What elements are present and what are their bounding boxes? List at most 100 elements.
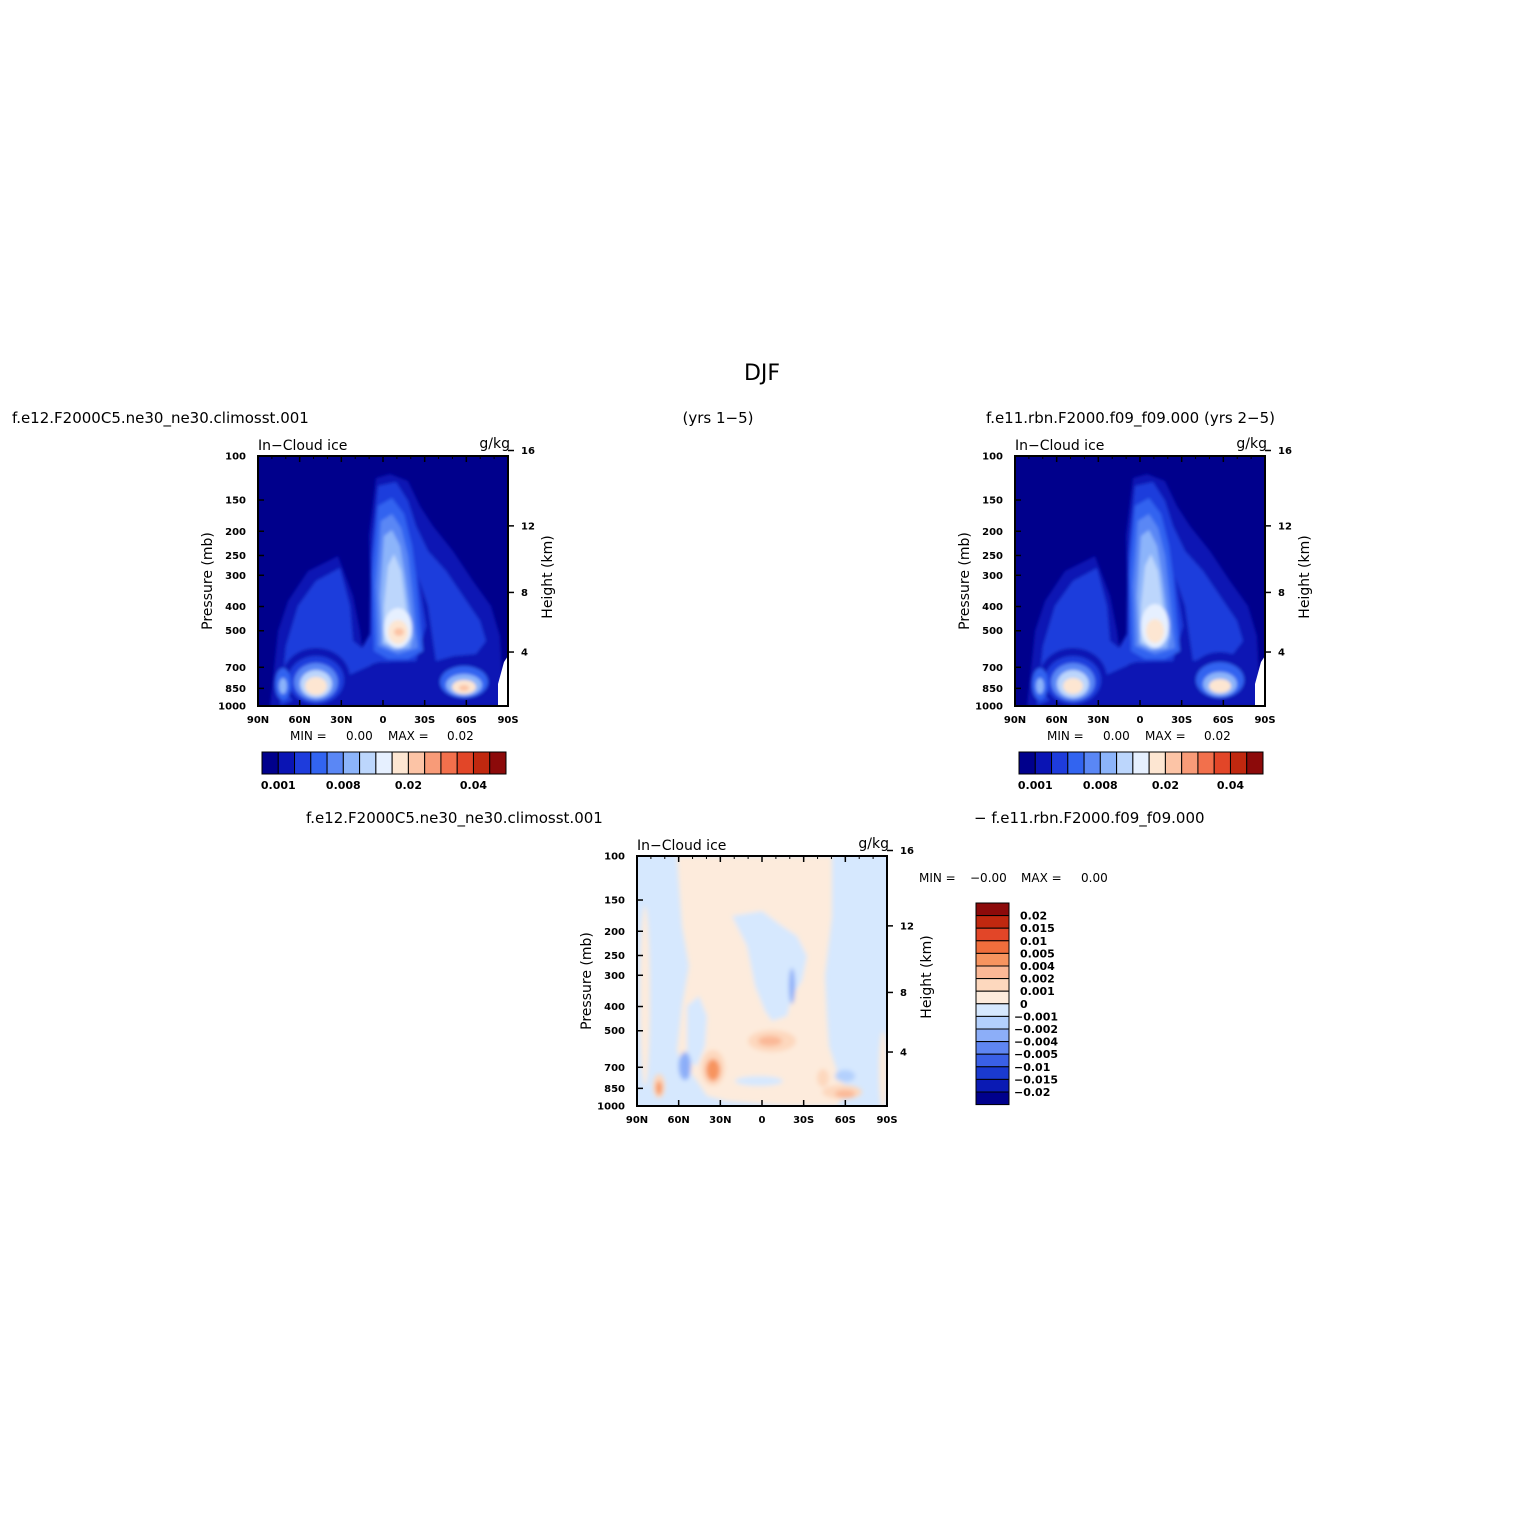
colorbar-box — [326, 751, 344, 775]
colorbar-box — [975, 1078, 1010, 1093]
y-tick-label: 200 — [982, 527, 1003, 538]
x-tick-label: 0 — [759, 1115, 766, 1126]
y-tick-label: 300 — [604, 971, 625, 982]
top-left-case-label: f.e12.F2000C5.ne30_ne30.climosst.001 — [12, 409, 309, 428]
bottom-right-case-label: − f.e11.rbn.F2000.f09_f09.000 — [974, 809, 1205, 828]
colorbar-label: 0.002 — [1020, 973, 1055, 986]
colorbar-box — [375, 751, 393, 775]
colorbar-label: 0.01 — [1020, 935, 1047, 948]
colorbar-box — [1116, 751, 1134, 775]
y-axis-title: Pressure (mb) — [957, 532, 973, 630]
polar-blob-l2 — [1036, 678, 1044, 694]
colorbar-box — [975, 902, 1010, 917]
x-tick-label: 30S — [793, 1115, 814, 1126]
negative-hole-2 — [687, 996, 707, 1066]
x-tick-label: 0 — [1137, 715, 1144, 726]
colorbar-box — [975, 940, 1010, 954]
axes-layer: 100 150 200 250 300 400 500 700 850 1000 16 12 8 4 90N… — [957, 436, 1313, 743]
colorbar-label: 0 — [1020, 998, 1028, 1011]
max-value: 0.02 — [1204, 729, 1231, 743]
y-right-tick-label: 4 — [900, 1048, 907, 1059]
y-tick-label: 300 — [225, 571, 246, 582]
y-tick-label: 300 — [982, 571, 1003, 582]
colorbar-box — [975, 1066, 1010, 1080]
colorbar-label: 0.005 — [1020, 947, 1055, 960]
min-label: MIN = — [1047, 729, 1084, 743]
x-tick-label: 30N — [330, 715, 352, 726]
colorbar-box — [456, 751, 474, 775]
colorbar-label: 0.001 — [261, 779, 296, 792]
bottom-left-case-label: f.e12.F2000C5.ne30_ne30.climosst.001 — [306, 809, 603, 828]
colorbar-box — [975, 1003, 1010, 1017]
x-tick-label: 60N — [1046, 715, 1068, 726]
y-tick-label: 850 — [604, 1084, 625, 1095]
y-right-tick-label: 8 — [900, 988, 907, 999]
colorbar-box — [472, 751, 491, 775]
y-right-tick-label: 12 — [521, 521, 535, 532]
y-right-axis-title: Height (km) — [919, 935, 935, 1018]
colorbar-box — [1051, 751, 1069, 775]
colorbar-box — [975, 990, 1010, 1005]
x-tick-label: 90N — [247, 715, 269, 726]
panel-test: 100 150 200 250 300 400 500 700 850 1000 16 12 8 4 90N… — [957, 436, 1313, 743]
max-value: 0.00 — [1081, 871, 1108, 885]
positive-anomaly-e — [817, 1069, 829, 1087]
colorbar-label: −0.02 — [1014, 1086, 1050, 1099]
x-tick-label: 90S — [497, 715, 518, 726]
top-right-case-label: f.e11.rbn.F2000.f09_f09.000 (yrs 2−5) — [986, 409, 1275, 428]
variable-name: In−Cloud ice — [258, 438, 347, 454]
positive-anomaly-b-core — [656, 1081, 662, 1095]
colorbar-box — [1067, 751, 1085, 775]
y-tick-label: 1000 — [218, 702, 246, 713]
negative-hole-3 — [735, 1076, 783, 1086]
x-tick-label: 60S — [456, 715, 477, 726]
colorbar-box — [1229, 751, 1248, 775]
y-tick-label: 150 — [225, 496, 246, 507]
y-tick-label: 100 — [225, 452, 246, 463]
y-right-tick-label: 4 — [521, 648, 528, 659]
contour-level-9 — [394, 628, 404, 636]
contour-field — [1027, 474, 1261, 706]
y-tick-label: 400 — [604, 1002, 625, 1013]
colorbar-control: 0.001 0.008 0.02 0.04 — [261, 751, 507, 792]
y-tick-label: 200 — [604, 927, 625, 938]
colorbar-test: 0.001 0.008 0.02 0.04 — [1018, 751, 1264, 792]
x-tick-label: 90S — [876, 1115, 897, 1126]
southern-blob-l4 — [1209, 679, 1231, 693]
panel-difference: 100 150 200 250 300 400 500 700 850 1000 16 12 8 4 90N… — [579, 836, 1108, 1126]
min-label: MIN = — [290, 729, 327, 743]
variable-name: In−Cloud ice — [637, 838, 726, 854]
y-right-tick-label: 8 — [1278, 588, 1285, 599]
negative-anomaly-a — [679, 1052, 691, 1080]
contour-field — [270, 474, 504, 706]
contour-field — [640, 856, 887, 1106]
min-value: 0.00 — [1103, 729, 1130, 743]
y-tick-label: 500 — [225, 626, 246, 637]
colorbar-box — [975, 1091, 1010, 1106]
colorbar-box — [975, 915, 1010, 929]
colorbar-box — [294, 751, 312, 775]
x-tick-label: 0 — [380, 715, 387, 726]
colorbar-box — [975, 965, 1010, 980]
x-tick-label: 60S — [835, 1115, 856, 1126]
y-right-tick-label: 16 — [521, 446, 535, 457]
colorbar-box — [310, 751, 328, 775]
colorbar-label: 0.04 — [1217, 779, 1244, 792]
colorbar-box — [1181, 751, 1199, 775]
max-label: MAX = — [1145, 729, 1186, 743]
colorbar-box — [1148, 751, 1166, 775]
missing-data-mask — [1255, 656, 1265, 706]
y-tick-label: 850 — [982, 684, 1003, 695]
y-right-axis-title: Height (km) — [1297, 535, 1313, 618]
colorbar-box — [1018, 751, 1036, 775]
colorbar-label: 0.001 — [1018, 779, 1053, 792]
colorbar-box — [391, 751, 409, 775]
colorbar-box — [261, 751, 279, 775]
x-tick-label: 60N — [668, 1115, 690, 1126]
lowlat-blob-l5 — [305, 677, 327, 695]
panel-control: 100 150 200 250 300 400 500 700 850 1000 16 12 8 4 90N… — [200, 436, 556, 743]
min-value: −0.00 — [970, 871, 1007, 885]
x-tick-label: 90S — [1254, 715, 1275, 726]
positive-anomaly-d-core — [835, 1090, 855, 1098]
